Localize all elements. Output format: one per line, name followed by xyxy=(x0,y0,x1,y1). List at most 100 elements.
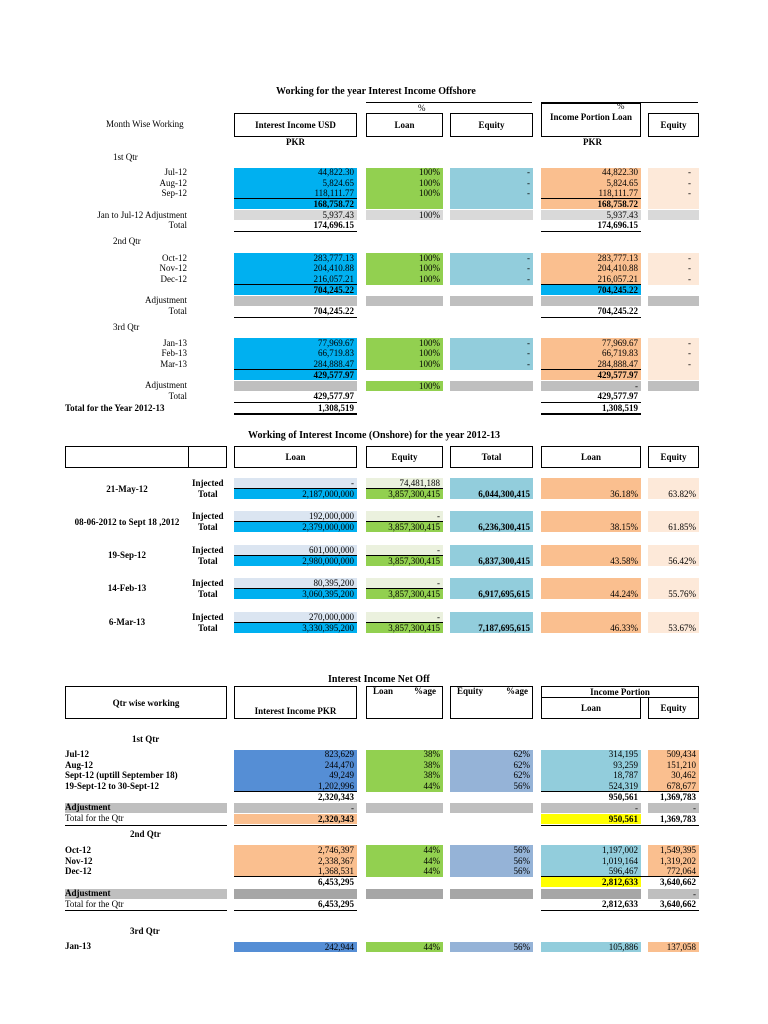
injected-equity: - xyxy=(437,578,440,588)
total-qtr-pkr: 2,320,343 xyxy=(318,814,354,824)
quarter-sum-pkr: 6,453,295 xyxy=(318,877,354,887)
total-loan: 2,187,000,000 xyxy=(302,489,354,499)
loan-pct: 44% xyxy=(423,942,441,952)
equity-pct: - xyxy=(527,253,530,263)
injected-label: Injected xyxy=(192,612,224,622)
month-label: Jan-13 xyxy=(163,338,187,348)
equity-pct: - xyxy=(527,188,530,198)
period-label: Jan-13 xyxy=(65,941,92,951)
equity-percent: 55.76% xyxy=(668,589,696,599)
equity-percent: 63.82% xyxy=(668,489,696,499)
header-loan: Loan xyxy=(373,686,394,696)
loan-percent: 43.58% xyxy=(610,556,638,566)
grand-total: 6,044,300,415 xyxy=(478,489,530,499)
adjustment-label: Adjustment xyxy=(145,295,187,305)
injected-label: Injected xyxy=(192,545,224,555)
quarter-sum-loan: 2,812,633 xyxy=(602,877,638,887)
usd-value: 283,777.13 xyxy=(313,253,355,263)
portion-equity: - xyxy=(688,274,691,284)
portion-loan: 18,787 xyxy=(613,770,638,780)
total-usd: 429,577.97 xyxy=(313,391,355,401)
usd-value: 204,410.88 xyxy=(313,263,355,273)
portion-equity: - xyxy=(688,359,691,369)
interest-pkr: 1,202,996 xyxy=(318,781,354,791)
injected-label: Injected xyxy=(192,478,224,488)
quarter-sum-usd: 168,758.72 xyxy=(313,199,355,209)
header-age: %age xyxy=(506,686,528,696)
loan-pct: 100% xyxy=(419,253,440,263)
quarter-sum-equity: 3,640,662 xyxy=(660,877,696,887)
grand-total: 6,837,300,415 xyxy=(478,556,530,566)
period-label: Aug-12 xyxy=(65,760,94,770)
adjustment-loan-pct: 100% xyxy=(419,381,440,391)
onshore-title: Working of Interest Income (Onshore) for… xyxy=(248,430,501,441)
equity-pct: - xyxy=(527,263,530,273)
onshore-date: 14-Feb-13 xyxy=(107,583,147,593)
period-label: Jul-12 xyxy=(65,749,90,759)
loan-pct: 100% xyxy=(419,348,440,358)
month-label: Mar-13 xyxy=(160,359,187,369)
portion-equity: 30,462 xyxy=(671,770,696,780)
total-qtr-label: Total for the Qtr xyxy=(65,899,124,909)
total-label: Total xyxy=(168,220,187,230)
month-label: Jul-12 xyxy=(164,167,188,177)
header-loan-pct: Loan xyxy=(541,446,641,468)
injected-loan: 270,000,000 xyxy=(309,612,354,622)
injected-equity: - xyxy=(437,545,440,555)
portion-loan: 1,197,002 xyxy=(602,845,638,855)
loan-pct: 44% xyxy=(423,781,441,791)
portion-loan: 596,467 xyxy=(608,866,638,876)
adjustment-label: Adjustment xyxy=(65,802,111,812)
header-equity: Equity xyxy=(366,446,443,468)
loan-pct: 38% xyxy=(423,749,441,759)
injected-loan: 80,395,200 xyxy=(313,578,355,588)
portion-loan: 44,822.30 xyxy=(602,167,638,177)
period-label: Oct-12 xyxy=(65,845,91,855)
equity-pct: - xyxy=(527,359,530,369)
loan-percent: 46.33% xyxy=(610,623,638,633)
equity-pct: - xyxy=(527,178,530,188)
total-qtr-equity: 3,640,662 xyxy=(660,899,696,909)
total-equity: 3,857,300,415 xyxy=(388,489,440,499)
equity-percent: 61.85% xyxy=(668,522,696,532)
header-interest-usd: Interest Income USD xyxy=(234,113,357,137)
quarter-sum-usd: 429,577.97 xyxy=(313,370,355,380)
total-equity: 3,857,300,415 xyxy=(388,556,440,566)
header-equity-2: Equity xyxy=(648,113,699,137)
total-equity: 3,857,300,415 xyxy=(388,522,440,532)
header-interest-pkr: Interest Income PKR xyxy=(234,686,357,719)
month-label: Nov-12 xyxy=(159,263,188,273)
total-loan: 3,060,395,200 xyxy=(302,589,354,599)
equity-percent: 53.67% xyxy=(668,623,696,633)
loan-pct: 100% xyxy=(419,274,440,284)
total-year-label: Total for the Year 2012-13 xyxy=(65,403,165,413)
portion-equity: - xyxy=(688,253,691,263)
portion-equity: 1,319,202 xyxy=(660,856,696,866)
loan-pct: 44% xyxy=(423,845,441,855)
adjustment-loan-pct: 100% xyxy=(419,210,440,220)
injected-equity: 74,481,188 xyxy=(399,478,441,488)
onshore-date: 6-Mar-13 xyxy=(108,617,146,627)
usd-value: 66,719.83 xyxy=(318,348,354,358)
injected-label: Injected xyxy=(192,578,224,588)
total-usd: 704,245.22 xyxy=(313,306,355,316)
portion-loan: 524,319 xyxy=(608,781,638,791)
total-equity: 3,857,300,415 xyxy=(388,623,440,633)
pct-label: % xyxy=(617,101,625,111)
portion-loan: 1,019,164 xyxy=(602,856,638,866)
header-equity-pct-box xyxy=(450,686,533,719)
injected-loan: - xyxy=(351,478,354,488)
equity-pct: 62% xyxy=(513,760,531,770)
equity-pct: 56% xyxy=(513,781,531,791)
month-label: Oct-12 xyxy=(162,253,187,263)
adjustment-pkr: - xyxy=(351,803,354,813)
equity-pct: - xyxy=(527,348,530,358)
injected-equity: - xyxy=(437,612,440,622)
total-label: Total xyxy=(198,589,218,599)
quarter-sum-pkr: 2,320,343 xyxy=(318,792,354,802)
pct-label: % xyxy=(418,103,426,113)
interest-pkr: 2,338,367 xyxy=(318,856,354,866)
month-label: Aug-12 xyxy=(159,178,188,188)
quarter-sum-loan: 429,577.97 xyxy=(597,370,639,380)
loan-pct: 100% xyxy=(419,167,440,177)
